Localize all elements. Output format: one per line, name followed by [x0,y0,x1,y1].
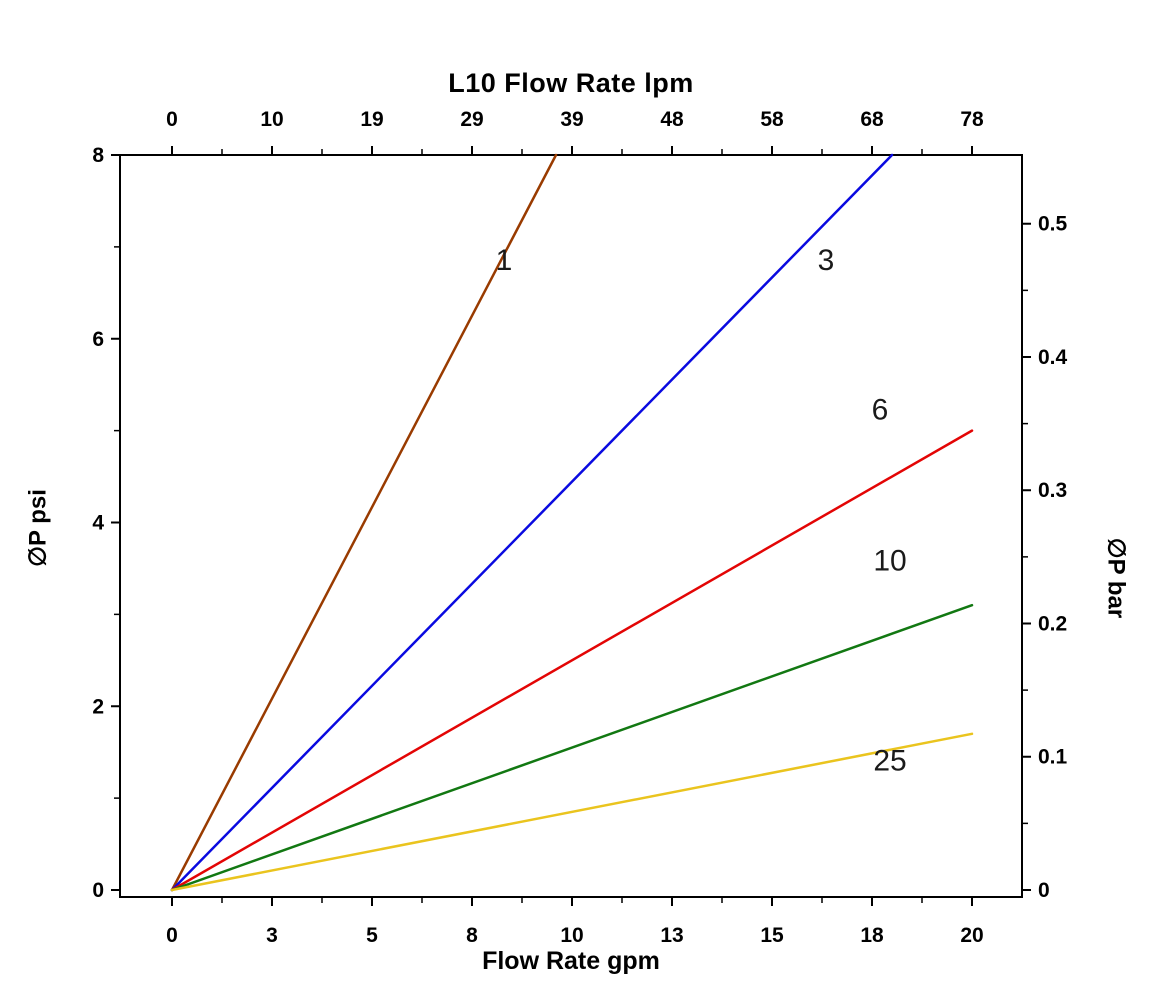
right-axis-tick-label: 0.1 [1038,746,1068,769]
series-line-10 [170,603,974,892]
right-axis-tick-label: 0.2 [1038,612,1067,635]
top-axis-tick-label: 68 [860,108,884,131]
top-axis-tick-label: 58 [760,108,784,131]
left-axis-tick-label: 2 [92,695,104,718]
series-label-25: 25 [873,745,906,778]
bottom-axis-tick-label: 15 [760,924,784,947]
top-axis-tick-label: 0 [166,108,178,131]
left-axis-tick-label: 6 [92,328,104,351]
series-line-1 [170,153,558,892]
bottom-axis-tick-label: 0 [166,924,178,947]
bottom-axis-tick-label: 3 [266,924,278,947]
series-line-6 [170,429,974,892]
top-axis-tick-label: 29 [460,108,483,131]
series-label-3: 3 [818,244,835,277]
top-axis-title: L10 Flow Rate lpm [448,68,694,98]
left-axis-tick-label: 0 [92,879,104,902]
bottom-axis-tick-label: 5 [366,924,378,947]
right-axis-title: ∅P bar [1102,537,1130,619]
bottom-axis-tick-label: 20 [960,924,983,947]
series-label-6: 6 [872,394,889,427]
series-label-1: 1 [496,244,513,277]
bottom-axis-title: Flow Rate gpm [482,947,660,975]
bottom-axis-tick-label: 8 [466,924,478,947]
top-axis-tick-label: 39 [560,108,583,131]
right-axis-tick-label: 0.4 [1038,346,1068,369]
top-axis-tick-label: 19 [360,108,383,131]
bottom-axis-tick-label: 13 [660,924,683,947]
series-line-25 [170,732,974,892]
right-axis-tick-label: 0 [1038,879,1050,902]
top-axis-tick-label: 48 [660,108,684,131]
bottom-axis-tick-label: 10 [560,924,583,947]
bottom-axis-tick-label: 18 [860,924,884,947]
right-axis-tick-label: 0.5 [1038,213,1068,236]
top-axis-tick-label: 10 [260,108,283,131]
left-axis-title: ∅P psi [24,489,52,567]
right-axis-tick-label: 0.3 [1038,479,1067,502]
left-axis-tick-label: 4 [92,512,104,535]
left-axis-tick-label: 8 [92,144,104,167]
series-line-3 [170,153,894,892]
series-label-10: 10 [873,544,906,577]
plot-frame [119,154,1023,898]
top-axis-tick-label: 78 [960,108,984,131]
